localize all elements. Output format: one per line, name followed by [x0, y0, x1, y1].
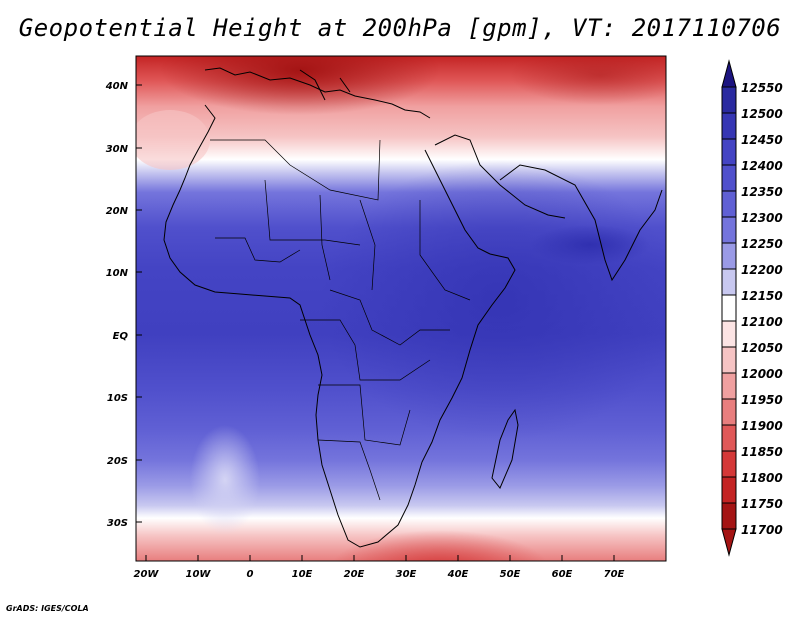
colorbar-swatch	[721, 346, 737, 374]
lat-label-40n: 40N	[105, 81, 129, 92]
colorbar-swatch	[721, 86, 737, 114]
colorbar-label: 12100	[741, 315, 783, 329]
colorbar-swatch	[721, 112, 737, 140]
colorbar-swatch	[721, 372, 737, 400]
colorbar-swatch	[721, 398, 737, 426]
colorbar-swatch	[721, 294, 737, 322]
lon-label-50e: 50E	[500, 569, 521, 580]
longitude-axis: 20W 10W 0 10E 20E 30E 40E 50E 60E 70E	[134, 555, 625, 580]
colorbar-swatch	[721, 242, 737, 270]
lon-label-10e: 10E	[292, 569, 313, 580]
lat-label-30s: 30S	[107, 518, 128, 529]
footer-credit: GrADS: IGES/COLA	[6, 604, 89, 613]
lon-label-60e: 60E	[552, 569, 573, 580]
colorbar-swatch	[721, 164, 737, 192]
colorbar-swatch	[721, 424, 737, 452]
colorbar-label: 12350	[741, 185, 783, 199]
colorbar-label: 12550	[741, 81, 783, 95]
latitude-axis: 40N 30N 20N 10N EQ 10S 20S 30S	[105, 81, 142, 529]
lat-label-20n: 20N	[106, 206, 129, 217]
colorbar-label: 11900	[741, 419, 783, 433]
colorbar-swatch	[721, 190, 737, 218]
colorbar-label: 12300	[741, 211, 783, 225]
colorbar-swatch	[721, 268, 737, 296]
colorbar-swatch	[721, 138, 737, 166]
plot-frame	[135, 55, 667, 562]
lon-label-70e: 70E	[604, 569, 625, 580]
lat-label-30n: 30N	[106, 144, 129, 155]
lat-label-20s: 20S	[107, 456, 128, 467]
colorbar-label: 11700	[741, 523, 783, 537]
colorbar-label: 11850	[741, 445, 783, 459]
colorbar-swatch	[721, 476, 737, 504]
colorbar-swatch	[721, 216, 737, 244]
colorbar-label: 12000	[741, 367, 783, 381]
colorbar-min-arrow	[721, 528, 737, 557]
colorbar-label: 12450	[741, 133, 783, 147]
lon-label-20e: 20E	[344, 569, 365, 580]
lon-label-20w: 20W	[134, 569, 160, 580]
lat-label-10s: 10S	[107, 393, 128, 404]
lon-label-40e: 40E	[447, 569, 469, 580]
colorbar-max-arrow	[721, 59, 737, 88]
coastlines	[163, 67, 663, 548]
colorbar-label: 12200	[741, 263, 783, 277]
colorbar-label: 12400	[741, 159, 783, 173]
country-borders	[210, 139, 471, 501]
colorbar-label: 11800	[741, 471, 783, 485]
colorbar-swatch	[721, 502, 737, 530]
colorbar-label: 12050	[741, 341, 783, 355]
colorbar-swatch	[721, 320, 737, 348]
colorbar: 12550 12500 12450 12400 12350 12300 12250 12200…	[721, 59, 783, 557]
colorbar-label: 12150	[741, 289, 783, 303]
lat-label-10n: 10N	[106, 268, 129, 279]
map-title: Geopotential Height at 200hPa [gpm], VT:…	[18, 14, 782, 42]
lon-label-30e: 30E	[396, 569, 417, 580]
colorbar-label: 12500	[741, 107, 783, 121]
height-field	[136, 56, 666, 561]
colorbar-swatch	[721, 450, 737, 478]
lat-label-eq: EQ	[113, 331, 129, 342]
colorbar-label: 11950	[741, 393, 783, 407]
colorbar-label: 12250	[741, 237, 783, 251]
lon-label-0: 0	[247, 569, 254, 580]
colorbar-label: 11750	[741, 497, 783, 511]
lon-label-10w: 10W	[186, 569, 212, 580]
